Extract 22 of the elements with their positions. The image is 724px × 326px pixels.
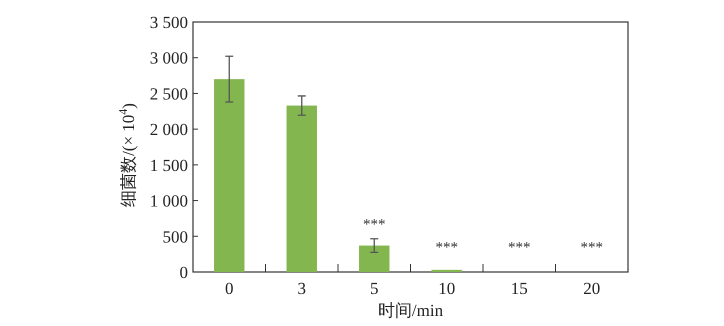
y-tick-label: 3 500 xyxy=(150,13,188,32)
annotation: *** xyxy=(580,240,603,256)
x-tick-label: 15 xyxy=(510,279,528,298)
y-tick-label: 0 xyxy=(180,263,188,282)
x-axis-title: 时间/min xyxy=(378,301,444,320)
y-tick-label: 1 000 xyxy=(150,192,188,211)
annotation: *** xyxy=(436,240,458,256)
x-tick-label: 10 xyxy=(438,279,456,298)
x-tick-label: 0 xyxy=(225,279,234,298)
y-tick-label: 3 000 xyxy=(150,48,188,68)
bar xyxy=(286,106,317,272)
annotation: *** xyxy=(363,216,386,233)
y-tick-label: 2 500 xyxy=(150,84,188,104)
y-tick-label: 2 000 xyxy=(150,120,188,140)
y-tick-label: 500 xyxy=(162,227,188,246)
y-tick-label: 1 500 xyxy=(150,156,188,175)
x-tick-label: 20 xyxy=(583,279,600,298)
bar xyxy=(214,79,244,272)
x-tick-label: 3 xyxy=(298,279,306,298)
annotation: *** xyxy=(508,240,530,256)
bar xyxy=(359,246,390,272)
x-tick-label: 5 xyxy=(370,279,378,298)
